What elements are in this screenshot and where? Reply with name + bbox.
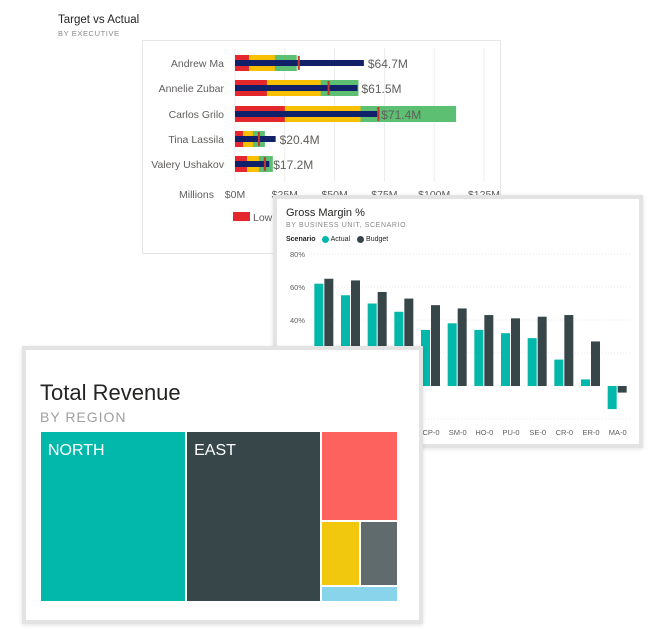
chart-title: Total Revenue [40,380,181,405]
bar-actual [474,329,484,386]
target-marker [263,157,266,171]
bar-actual [314,283,324,386]
legend-item-actual[interactable]: Actual [321,236,351,243]
actual-bar [235,136,276,142]
bar-actual [527,338,537,386]
treemap-label: NORTH [48,442,105,459]
actual-bar [235,161,270,167]
value-label: $17.2M [273,158,313,172]
legend-label: Low [253,212,273,224]
bar-budget [457,308,467,386]
target-marker [377,107,380,121]
bar-budget [377,291,387,386]
chart-subtitle: BY BUSINESS UNIT, SCENARIO [286,222,407,229]
value-label: $61.5M [362,82,402,96]
bar-actual [447,323,457,386]
value-label: $20.4M [280,133,320,147]
bar-budget [617,386,627,393]
chart-subtitle: BY REGION [40,409,127,425]
bar-budget [591,341,600,386]
y-tick-label: 80% [290,250,305,259]
bar-actual [501,333,510,386]
bar-actual [421,329,430,386]
x-axis-title: Millions [179,189,214,201]
treemap-cell[interactable]: EAST [187,432,321,601]
target-marker [297,56,300,70]
x-tick-label: MA-0 [609,428,627,437]
treemap-cell[interactable]: NORTH [41,432,186,601]
target-vs-actual-tile[interactable]: Target vs Actual BY EXECUTIVE $0M$25M$50… [0,0,520,260]
x-tick-label: CP-0 [422,428,439,437]
category-label: Andrew Ma [171,58,224,70]
bar-budget [351,280,360,386]
chart-title: Gross Margin % [286,207,365,219]
chart-title: Target vs Actual [58,14,140,26]
x-tick-label: PU-0 [502,428,519,437]
treemap-cell[interactable] [322,586,397,601]
actual-bar [235,85,358,91]
treemap-cell[interactable] [360,521,397,585]
bar-budget [324,278,334,386]
category-label: Valery Ushakov [151,159,225,171]
legend-title: Scenario [286,236,316,243]
legend-item-budget[interactable]: Budget [357,236,388,243]
bar-budget [484,315,494,386]
x-tick-label: ER-0 [582,428,599,437]
legend-label: Actual [330,236,351,243]
bar-budget [404,298,414,386]
actual-bar [235,111,378,117]
bar-actual [607,386,617,410]
x-tick-label: $0M [225,189,245,201]
chart-legend: Scenario Actual Budget [286,236,391,243]
category-label: Annelie Zubar [159,83,225,95]
y-tick-label: 60% [290,283,305,292]
legend-swatch-actual [321,236,329,243]
treemap-cell[interactable] [322,432,397,520]
target-marker [327,81,330,95]
target-marker [257,132,260,146]
value-label: $64.7M [368,57,408,71]
category-label: Tina Lassila [168,134,224,146]
bar-budget [511,318,520,386]
legend-label: Budget [366,236,389,243]
y-tick-label: 40% [290,316,305,325]
bar-budget [431,305,440,386]
legend-swatch-low [233,212,250,221]
legend-swatch-budget [357,236,365,243]
value-label: $71.4M [381,108,421,122]
bar-actual [554,359,564,386]
total-revenue-tile[interactable]: Total Revenue BY REGION NORTH EAST [22,346,423,624]
x-tick-label: SM-0 [449,428,467,437]
bar-actual [367,303,377,386]
treemap-cell[interactable] [322,521,359,585]
x-tick-label: HO-0 [475,428,493,437]
bar-budget [537,316,547,386]
x-tick-label: SE-0 [529,428,546,437]
bar-actual [341,295,350,386]
treemap-label: EAST [194,442,236,459]
category-label: Carlos Grilo [169,109,225,121]
chart-subtitle: BY EXECUTIVE [58,29,120,38]
bar-budget [564,315,574,386]
x-tick-label: CR-0 [556,428,574,437]
bar-actual [581,379,590,386]
